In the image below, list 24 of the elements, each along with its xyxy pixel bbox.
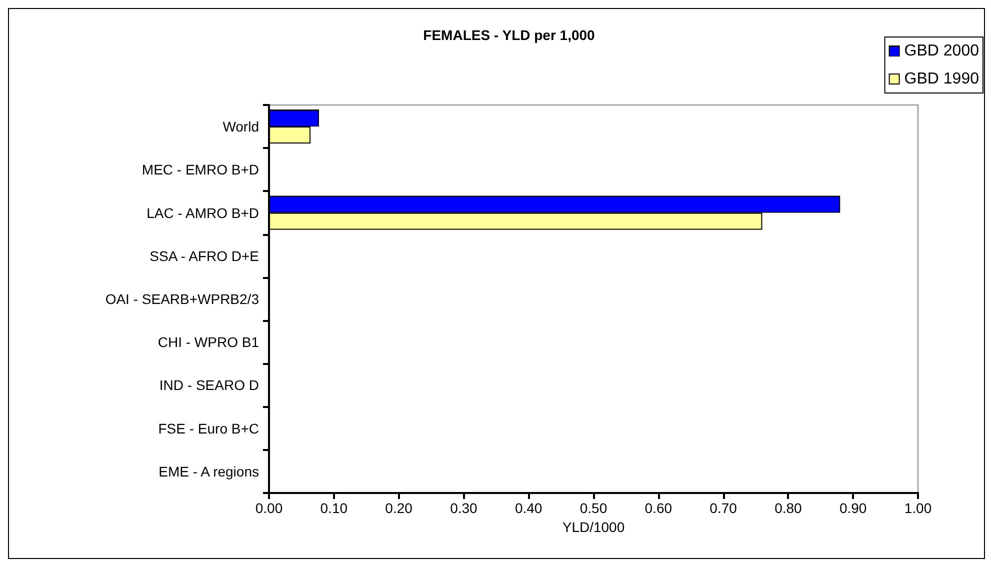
x-tick-label: 0.30 (450, 500, 478, 516)
legend-label: GBD 2000 (904, 42, 980, 60)
x-tick-label: 0.10 (320, 500, 348, 516)
y-tick-label: FSE - Euro B+C (158, 420, 259, 436)
y-tick-label: IND - SEARO D (159, 377, 259, 394)
x-tick-label: 0.90 (839, 500, 867, 516)
x-tick-label: 1.00 (904, 500, 932, 516)
y-tick-label: EME - A regions (158, 463, 259, 480)
x-tick-label: 0.80 (774, 500, 802, 516)
legend-label: GBD 1990 (904, 70, 980, 88)
chart-title: FEMALES - YLD per 1,000 (423, 27, 596, 43)
x-tick-label: 0.40 (514, 500, 542, 516)
y-tick-label: SSA - AFRO D+E (150, 248, 259, 264)
x-tick-label: 0.70 (710, 500, 738, 516)
y-tick-label: LAC - AMRO B+D (146, 204, 259, 221)
x-tick-label: 0.60 (644, 500, 672, 516)
y-tick-label: CHI - WPRO B1 (158, 334, 260, 350)
y-tick-label: MEC - EMRO B+D (142, 162, 259, 178)
x-axis-title: YLD/1000 (562, 518, 625, 535)
x-tick-label: 0.20 (385, 500, 413, 516)
x-tick-label: 0.50 (580, 500, 608, 516)
x-tick-label: 0.00 (255, 500, 283, 516)
y-tick-label: OAI - SEARB+WPRB2/3 (105, 291, 260, 307)
y-tick-label: World (222, 118, 259, 135)
